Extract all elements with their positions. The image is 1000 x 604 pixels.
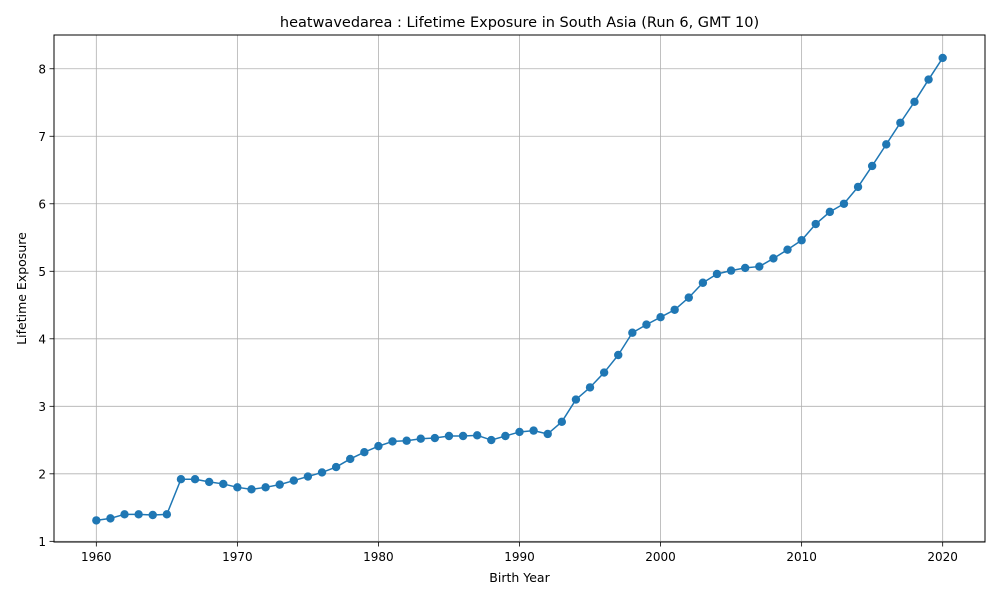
data-point <box>740 263 750 273</box>
x-tick-label: 2000 <box>645 550 676 564</box>
data-point <box>247 485 256 494</box>
data-point <box>543 429 552 439</box>
y-tick-label: 8 <box>38 62 46 76</box>
data-point <box>585 383 595 392</box>
data-point <box>134 510 143 519</box>
data-point <box>360 448 369 457</box>
data-point <box>571 395 581 404</box>
data-point <box>684 293 693 302</box>
data-point <box>346 454 355 464</box>
x-tick-label: 1990 <box>504 550 535 564</box>
data-point <box>529 426 538 435</box>
data-point <box>162 510 172 519</box>
axis-ticks: 1960 1970 1980 1990 2000 2010 2020 1 2 3 4 5 6 7 8 <box>38 62 958 564</box>
data-point <box>867 161 877 171</box>
x-tick-label: 1980 <box>363 550 394 564</box>
data-point <box>698 278 708 287</box>
y-tick-label: 6 <box>38 197 46 211</box>
data-point <box>374 441 383 451</box>
data-point <box>726 266 736 275</box>
data-point <box>487 435 496 445</box>
data-point <box>614 350 623 360</box>
data-point <box>148 510 157 520</box>
x-tick-label: 2020 <box>927 550 958 564</box>
data-point <box>811 219 820 229</box>
data-point <box>797 236 806 245</box>
data-point <box>712 269 722 279</box>
data-point <box>882 140 891 149</box>
data-point <box>233 483 242 492</box>
y-tick-label: 5 <box>38 265 46 279</box>
chart-title: heatwavedarea : Lifetime Exposure in Sou… <box>280 15 759 31</box>
x-tick-label: 1970 <box>222 550 253 564</box>
data-point <box>303 472 313 481</box>
data-point <box>430 433 440 443</box>
data-point <box>458 431 468 441</box>
series-layer <box>92 53 947 525</box>
data-point <box>825 207 835 217</box>
data-point <box>289 476 299 485</box>
data-point <box>388 437 397 446</box>
x-tick-label: 2010 <box>786 550 817 564</box>
data-point <box>204 477 214 487</box>
data-point <box>896 118 905 127</box>
x-tick-label: 1960 <box>81 550 112 564</box>
data-point <box>501 431 510 441</box>
data-point <box>642 320 651 329</box>
data-point <box>924 75 933 84</box>
y-tick-label: 1 <box>38 535 46 549</box>
data-point <box>261 483 270 492</box>
data-point <box>402 436 411 445</box>
data-point <box>472 431 482 440</box>
data-point <box>839 199 849 208</box>
data-point <box>515 427 524 437</box>
data-point <box>656 312 665 322</box>
data-point <box>92 516 101 525</box>
y-axis-label: Lifetime Exposure <box>14 232 29 345</box>
y-tick-label: 4 <box>38 332 46 346</box>
data-point <box>444 431 454 441</box>
data-point <box>557 417 567 427</box>
data-point <box>910 97 919 107</box>
data-point <box>599 368 609 377</box>
data-point <box>190 475 200 484</box>
data-point <box>853 182 863 192</box>
data-point <box>628 328 637 337</box>
data-point <box>331 462 341 472</box>
grid <box>54 35 985 542</box>
data-point <box>755 262 764 271</box>
data-point <box>120 510 129 519</box>
data-point <box>416 434 425 443</box>
data-point <box>176 475 186 484</box>
data-point <box>275 480 284 489</box>
data-point <box>106 514 115 523</box>
data-point <box>219 479 228 489</box>
y-tick-label: 3 <box>38 400 46 414</box>
data-point <box>670 305 679 314</box>
y-tick-label: 7 <box>38 130 46 144</box>
data-point <box>317 468 327 477</box>
data-point <box>769 254 778 263</box>
data-point <box>783 245 792 254</box>
y-tick-label: 2 <box>38 467 46 481</box>
x-axis-label: Birth Year <box>489 570 550 585</box>
data-point <box>938 53 947 63</box>
